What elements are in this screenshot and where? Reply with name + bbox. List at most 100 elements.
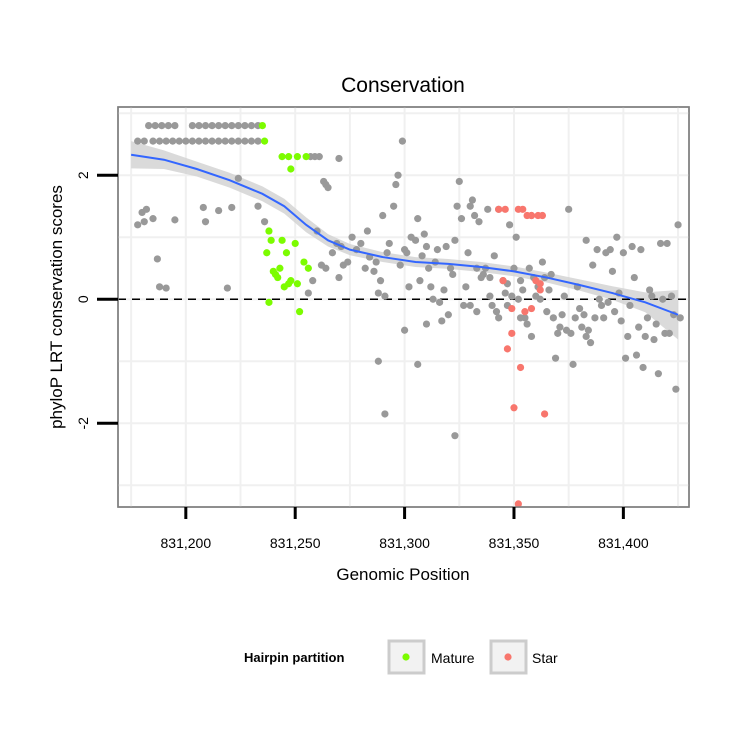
point-other: [134, 137, 142, 145]
point-other: [363, 227, 372, 235]
point-star: [536, 280, 544, 288]
point-other: [508, 292, 516, 300]
point-other: [171, 216, 179, 224]
point-other: [462, 283, 470, 291]
point-other: [416, 277, 424, 285]
point-other: [438, 317, 446, 325]
point-other: [390, 202, 398, 210]
point-other: [578, 323, 586, 331]
point-other: [234, 122, 242, 130]
point-other: [589, 261, 597, 269]
point-other: [571, 314, 579, 322]
point-other: [400, 326, 409, 334]
point-other: [429, 295, 437, 303]
point-other: [420, 230, 428, 238]
point-star: [501, 205, 509, 213]
point-mature: [285, 153, 293, 161]
point-mature: [291, 239, 299, 248]
point-other: [169, 137, 177, 145]
point-other: [221, 137, 229, 145]
data-points: [134, 122, 684, 508]
point-other: [425, 264, 433, 272]
point-other: [488, 301, 496, 310]
point-other: [195, 137, 203, 145]
point-other: [554, 329, 562, 337]
x-axis: 831,200 831,250 831,300 831,350 831,400: [161, 507, 649, 551]
point-other: [394, 171, 402, 179]
point-other: [451, 236, 459, 244]
point-other: [164, 122, 172, 130]
point-other: [492, 308, 501, 316]
point-other: [580, 311, 588, 319]
point-other: [335, 273, 343, 282]
point-other: [215, 122, 223, 130]
grid-lines: [118, 107, 689, 507]
point-other: [175, 137, 183, 145]
point-mature: [287, 165, 295, 173]
point-other: [188, 122, 196, 130]
point-other: [241, 122, 249, 130]
y-tick-label: 0: [75, 295, 91, 303]
point-other: [208, 137, 216, 145]
point-other: [621, 354, 630, 362]
point-other: [414, 215, 422, 223]
point-other: [134, 221, 142, 229]
legend-swatch-mature: [402, 653, 410, 661]
point-mature: [293, 153, 301, 161]
point-star: [519, 205, 527, 213]
point-other: [201, 137, 210, 145]
point-other: [149, 215, 157, 223]
point-other: [188, 137, 196, 145]
point-other: [560, 292, 568, 300]
point-other: [525, 264, 533, 272]
point-other: [442, 242, 450, 251]
x-tick-label: 831,250: [270, 535, 321, 551]
point-other: [140, 218, 148, 226]
point-other: [162, 137, 170, 145]
point-other: [567, 329, 575, 337]
point-other: [444, 311, 452, 319]
point-star: [521, 308, 529, 316]
point-other: [396, 261, 404, 269]
point-other: [475, 218, 483, 226]
point-mature: [295, 308, 304, 316]
point-other: [322, 180, 330, 189]
point-other: [215, 137, 223, 145]
point-other: [646, 286, 654, 294]
legend-label-mature: Mature: [431, 650, 475, 666]
point-other: [565, 205, 573, 213]
point-other: [381, 410, 389, 418]
point-other: [591, 314, 599, 322]
x-tick-label: 831,400: [598, 535, 649, 551]
point-other: [624, 332, 632, 341]
point-other: [335, 154, 343, 163]
point-other: [383, 249, 391, 257]
point-other: [584, 326, 592, 334]
point-other: [545, 286, 553, 294]
point-other: [374, 289, 382, 297]
point-other: [418, 252, 426, 260]
point-mature: [285, 280, 293, 288]
point-other: [322, 264, 330, 272]
point-other: [626, 301, 634, 310]
legend-title: Hairpin partition: [244, 650, 344, 665]
point-other: [604, 298, 612, 306]
point-mature: [265, 298, 273, 306]
point-other: [155, 137, 164, 145]
legend: Hairpin partition Mature Star: [244, 639, 558, 675]
point-other: [455, 177, 463, 186]
point-other: [656, 239, 665, 248]
point-other: [600, 314, 608, 322]
point-other: [466, 202, 474, 210]
point-other: [538, 258, 547, 266]
point-other: [405, 283, 413, 291]
point-mature: [304, 264, 312, 272]
point-other: [315, 153, 323, 161]
point-other: [376, 277, 385, 285]
point-other: [195, 122, 203, 130]
point-other: [674, 221, 682, 229]
point-other: [328, 249, 336, 257]
point-other: [576, 304, 584, 313]
point-other: [140, 137, 148, 145]
